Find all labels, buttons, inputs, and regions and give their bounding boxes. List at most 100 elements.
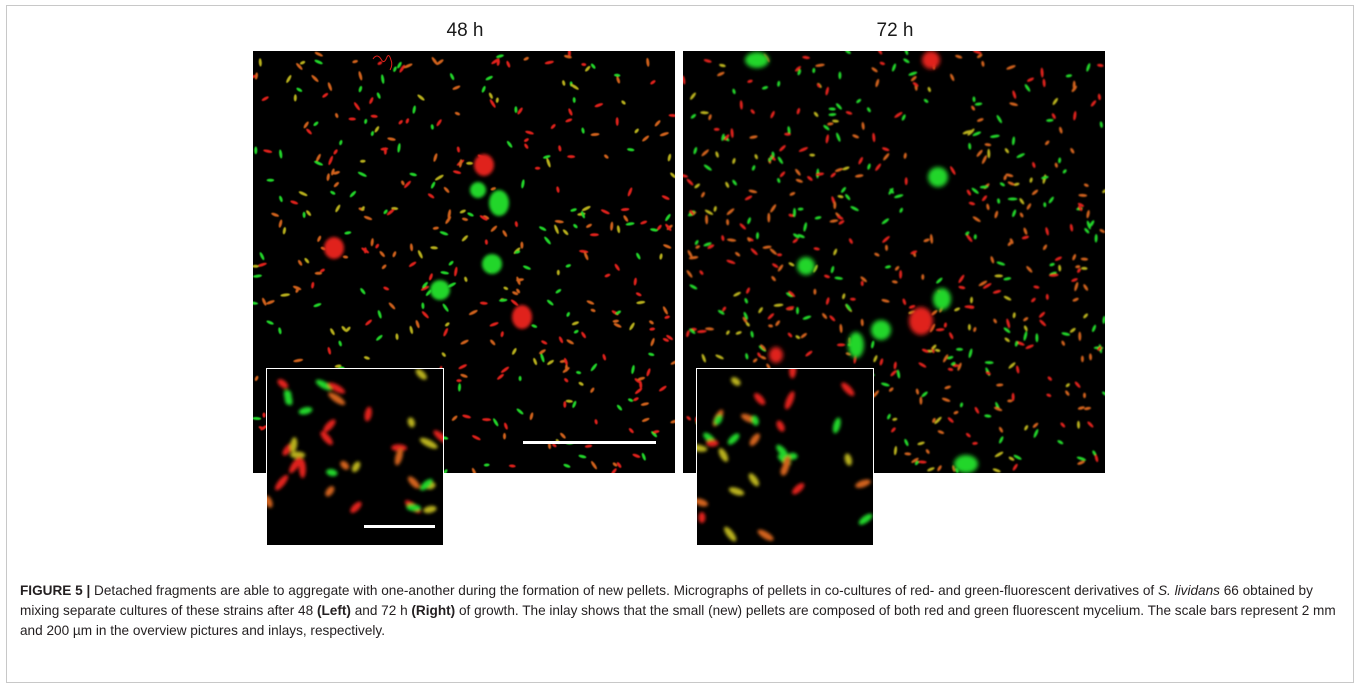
mycelium-fragment [715, 151, 719, 158]
mycelium-fragment [739, 223, 746, 230]
mycelium-fragment [521, 179, 525, 189]
mycelium-fragment [613, 323, 622, 328]
mycelium-fragment [1019, 212, 1024, 218]
green-pellet [470, 182, 486, 198]
mycelium-fragment [650, 80, 656, 85]
mycelium-fragment [420, 478, 433, 491]
mycelium-fragment [726, 208, 735, 216]
mycelium-fragment [944, 385, 951, 390]
mycelium-fragment [253, 301, 259, 305]
mycelium-fragment [908, 71, 918, 76]
mycelium-fragment [641, 417, 650, 422]
mycelium-fragment [1102, 391, 1105, 396]
mycelium-fragment [1080, 257, 1089, 261]
mycelium-fragment [1077, 268, 1081, 273]
mycelium-fragment [893, 361, 897, 370]
mycelium-fragment [485, 75, 493, 81]
mycelium-fragment [813, 288, 817, 295]
mycelium-fragment [976, 149, 983, 157]
mycelium-fragment [823, 124, 830, 131]
mycelium-fragment [1099, 228, 1105, 234]
mycelium-fragment [934, 416, 942, 425]
mycelium-fragment [860, 276, 867, 283]
mycelium-fragment [932, 417, 936, 423]
mycelium-fragment [563, 54, 572, 59]
mycelium-fragment [554, 224, 559, 234]
mycelium-fragment [298, 191, 308, 197]
mycelium-fragment [872, 132, 876, 143]
mycelium-fragment [814, 216, 822, 220]
mycelium-fragment [635, 292, 642, 297]
mycelium-fragment [393, 66, 397, 72]
mycelium-fragment [467, 212, 474, 217]
mycelium-fragment [950, 361, 956, 366]
mycelium-fragment [344, 231, 352, 235]
mycelium-fragment [840, 186, 847, 193]
mycelium-fragment [262, 297, 267, 306]
mycelium-fragment [556, 186, 560, 193]
mycelium-fragment [640, 220, 648, 225]
mycelium-fragment [845, 111, 853, 115]
mycelium-fragment [525, 130, 534, 135]
mycelium-fragment [454, 111, 461, 116]
mycelium-fragment [1043, 202, 1047, 208]
mycelium-fragment [904, 177, 908, 186]
mycelium-fragment [873, 355, 878, 363]
mycelium-fragment [590, 63, 596, 69]
mycelium-fragment [830, 172, 836, 178]
mycelium-fragment [848, 238, 853, 244]
mycelium-fragment [1026, 203, 1032, 210]
mycelium-fragment [483, 463, 490, 467]
mycelium-fragment [1029, 177, 1033, 183]
mycelium-fragment [984, 414, 992, 418]
mycelium-fragment [745, 353, 749, 360]
mycelium-fragment [972, 441, 978, 445]
mycelium-fragment [616, 225, 621, 234]
mycelium-fragment [832, 417, 841, 434]
mycelium-fragment [1023, 317, 1029, 322]
mycelium-fragment [1094, 454, 1099, 463]
mycelium-fragment [612, 319, 619, 323]
green-pellet [848, 332, 864, 358]
mycelium-fragment [323, 419, 336, 433]
mycelium-fragment [996, 261, 1006, 266]
mycelium-fragment [965, 432, 971, 438]
mycelium-fragment [754, 154, 758, 160]
mycelium-fragment [458, 159, 463, 168]
mycelium-fragment [352, 59, 358, 64]
mycelium-fragment [998, 426, 1004, 433]
figure-caption: FIGURE 5 | Detached fragments are able t… [20, 581, 1340, 641]
mycelium-fragment [776, 420, 785, 432]
left-label: (Left) [316, 603, 351, 618]
red-pellet [324, 237, 344, 259]
mycelium-fragment [1007, 399, 1013, 403]
mycelium-fragment [457, 383, 462, 392]
mycelium-fragment [700, 111, 709, 115]
mycelium-fragment [805, 350, 813, 357]
mycelium-fragment [1078, 205, 1083, 212]
red-pellet [909, 307, 933, 335]
mycelium-fragment [348, 117, 356, 121]
mycelium-fragment [921, 274, 925, 280]
mycelium-fragment [439, 231, 449, 236]
mycelium-fragment [383, 147, 387, 155]
mycelium-fragment [602, 353, 607, 361]
mycelium-fragment [971, 105, 976, 111]
mycelium-fragment [420, 285, 430, 291]
mycelium-fragment [800, 332, 807, 339]
mycelium-fragment [968, 348, 973, 359]
mycelium-fragment [489, 322, 499, 327]
mycelium-fragment [816, 83, 821, 88]
mycelium-fragment [375, 243, 380, 249]
mycelium-fragment [1089, 220, 1095, 228]
mycelium-fragment [488, 92, 493, 99]
mycelium-fragment [957, 362, 962, 371]
mycelium-fragment [259, 252, 265, 261]
mycelium-fragment [445, 216, 452, 224]
mycelium-fragment [562, 80, 566, 86]
mycelium-fragment [901, 114, 906, 121]
mycelium-fragment [744, 298, 748, 304]
figure-frame [6, 5, 1354, 683]
mycelium-fragment [844, 453, 853, 466]
mycelium-fragment [340, 460, 350, 470]
